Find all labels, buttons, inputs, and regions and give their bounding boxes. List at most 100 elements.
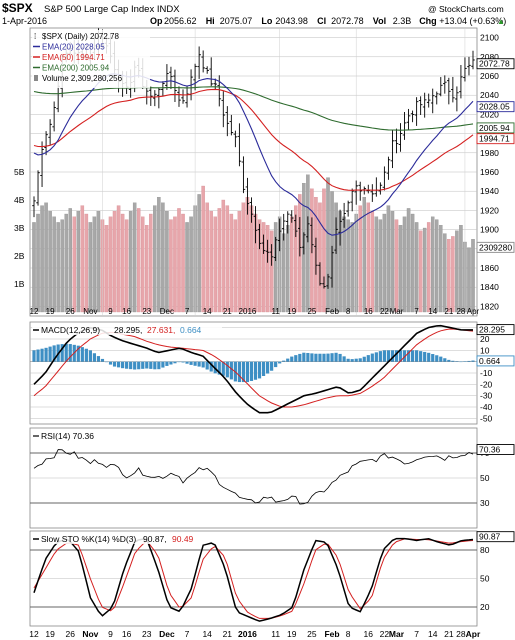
volume-bar <box>386 205 391 313</box>
stat-value-op: 2056.62 <box>164 16 197 26</box>
macd-histogram-bar <box>265 361 270 374</box>
price-tick-label: 2060 <box>480 71 499 81</box>
x-tick-label: 14 <box>202 629 212 639</box>
ohlc-bar <box>378 182 383 195</box>
volume-bar <box>165 211 169 313</box>
volume-bar <box>96 211 101 313</box>
volume-bar <box>136 208 141 313</box>
volume-bar <box>157 197 161 313</box>
volume-tick-label: 5B <box>14 167 25 177</box>
ohlc-bar <box>253 206 258 244</box>
macd-histogram-bar <box>463 361 467 362</box>
volume-bar <box>241 202 246 313</box>
rsi-tick-label: 50 <box>480 473 490 483</box>
macd-histogram-bar <box>100 358 105 362</box>
ohlc-bar <box>32 196 36 218</box>
macd-histogram-bar <box>161 361 165 368</box>
ohlc-bar <box>261 234 266 254</box>
price-date-label: 8 <box>346 307 351 316</box>
legend-entry: EMA(50) 1994.71 <box>42 53 105 62</box>
macd-histogram-bar <box>76 345 80 362</box>
price-date-label: Nov <box>83 307 97 316</box>
macd-histogram-bar <box>354 358 358 362</box>
macd-histogram-bar <box>415 350 419 362</box>
ohlc-bar <box>370 184 375 202</box>
macd-panel: 3020100-10-20-30-40-50MACD(12,26,9)28.29… <box>29 321 515 425</box>
ohlc-bar <box>314 237 318 275</box>
price-date-label: 16 <box>364 307 373 316</box>
x-axis: 12 19 26 Nov 9 16 23 Dec 7 14 21 2016 11 19 25 Feb 8 16 22… <box>29 629 481 639</box>
price-panel: 2100208020602040202020001980196019401920… <box>14 27 515 317</box>
macd-histogram-bar <box>386 350 391 362</box>
volume-bar <box>40 205 44 313</box>
ema50-line <box>33 88 474 191</box>
macd-value: 28.295, <box>114 325 142 335</box>
macd-legend: MACD(12,26,9) 28.295, 27.631, 0.664 <box>32 324 222 335</box>
volume-bar <box>362 197 367 313</box>
macd-signal-value: 27.631, <box>147 325 175 335</box>
value-tag: 28.295 <box>476 324 515 336</box>
ohlc-bar <box>402 111 407 140</box>
price-tick-label: 2080 <box>480 52 499 62</box>
ohlc-bar <box>298 217 302 257</box>
volume-bar <box>370 211 375 313</box>
ohlc-bar <box>161 81 165 96</box>
macd-histogram-bar <box>121 361 125 369</box>
volume-bar <box>455 230 459 313</box>
price-date-label: 22 <box>380 307 389 316</box>
macd-hist-value: 0.664 <box>180 325 202 335</box>
price-date-label: Mar <box>390 307 404 316</box>
ohlc-bar <box>153 90 157 107</box>
ohlc-bar <box>398 123 403 152</box>
volume-bar <box>265 225 270 313</box>
macd-histogram-bar <box>209 361 213 372</box>
volume-bar <box>390 211 395 313</box>
macd-histogram-bar <box>197 361 201 367</box>
macd-histogram-bar <box>350 359 354 362</box>
x-tick-label: 28 <box>456 629 466 639</box>
stochastic-panel: 80 50 20 Slow STO %K(14) %D(3) 90.87, 90.49 90… <box>29 530 515 627</box>
macd-histogram-bar <box>435 355 439 362</box>
volume-bar <box>306 174 310 313</box>
ohlc-bar <box>277 218 282 252</box>
macd-histogram-bar <box>185 361 189 364</box>
volume-tick-label: 3B <box>14 223 25 233</box>
volume-bar <box>326 177 330 313</box>
macd-histogram-bar <box>394 350 399 362</box>
macd-histogram-bar <box>390 350 395 362</box>
x-tick-label: 16 <box>364 629 374 639</box>
value-tag: 0.664 <box>476 355 515 367</box>
price-date-label: 2016 <box>239 307 257 316</box>
volume-bar <box>406 208 411 313</box>
volume-bar <box>273 222 278 313</box>
x-tick-label: 19 <box>287 629 297 639</box>
macd-histogram-bar <box>410 350 415 362</box>
volume-bar <box>318 202 322 313</box>
ohlc-bar <box>265 239 270 263</box>
macd-histogram-bar <box>52 345 56 362</box>
volume-bar <box>229 213 234 313</box>
ohlc-bar <box>217 75 222 107</box>
macd-histogram-bar <box>48 346 52 362</box>
macd-histogram-bar <box>346 358 350 362</box>
x-tick-label: 14 <box>428 629 438 639</box>
macd-histogram-bar <box>427 352 431 362</box>
stochastic-label: Slow STO %K(14) %D(3) <box>41 534 136 544</box>
volume-bar <box>350 222 354 313</box>
ohlc-bar <box>443 75 447 94</box>
stochastic-d-value: 90.49 <box>172 534 194 544</box>
volume-bar <box>48 211 52 313</box>
ohlc-bar <box>148 86 153 106</box>
stat-label-vol: Vol <box>373 16 386 26</box>
ohlc-bar <box>447 77 451 105</box>
macd-histogram-bar <box>286 358 290 362</box>
ohlc-bar <box>451 76 455 103</box>
ohlc-bar <box>40 141 44 187</box>
volume-bar <box>104 225 109 313</box>
macd-histogram-bar <box>64 343 68 362</box>
macd-histogram-bar <box>366 355 370 362</box>
ohlc-bar <box>36 170 40 206</box>
macd-tick-label: -30 <box>480 391 493 401</box>
ohlc-bar <box>221 91 226 128</box>
macd-histogram-bar <box>157 361 161 370</box>
